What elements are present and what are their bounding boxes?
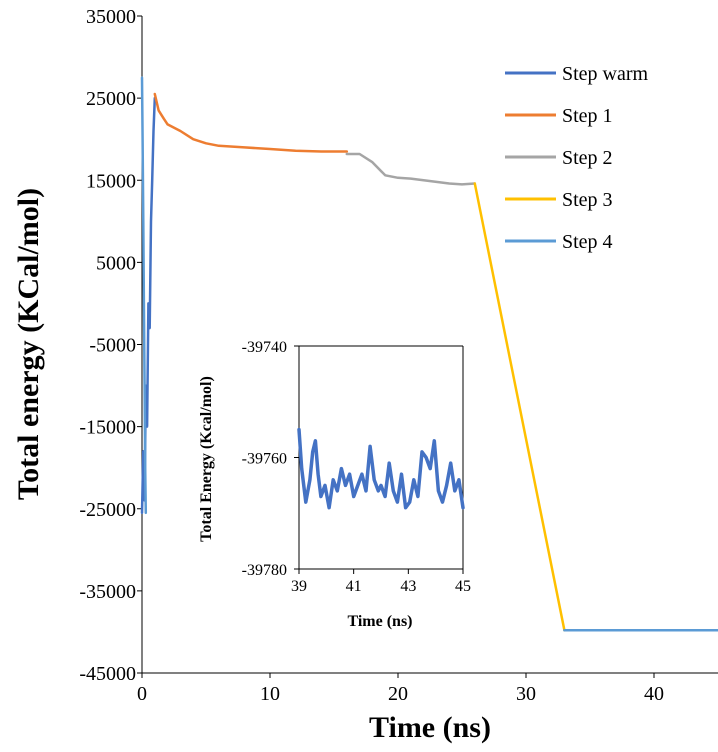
- series-line-step-warm: [140, 96, 157, 515]
- y-axis-title: Total energy (KCal/mol): [12, 188, 45, 500]
- legend-label: Step 3: [562, 189, 613, 211]
- x-tick-label: 0: [137, 683, 147, 705]
- y-tick-label: 5000: [96, 252, 136, 274]
- inset-x-tick-label: 43: [400, 578, 416, 595]
- inset-background: [299, 346, 463, 569]
- series-line-step-1: [153, 92, 349, 153]
- legend-label: Step warm: [562, 63, 649, 85]
- x-tick-label: 10: [260, 683, 280, 705]
- y-tick-label: -15000: [79, 417, 136, 439]
- inset-y-axis-title: Total Energy (Kcal/mol): [198, 376, 215, 542]
- inset-x-tick-label: 39: [291, 578, 307, 595]
- y-tick-label: 35000: [86, 6, 136, 28]
- y-tick-label: -45000: [79, 663, 136, 685]
- legend: Step warm Step 1 Step 2 Step 3 Step 4: [505, 63, 649, 253]
- inset-y-tick-label: -39760: [242, 451, 287, 468]
- series-line-step-2: [345, 152, 477, 186]
- series-line-step-3: [473, 182, 566, 632]
- series-line-series-5: [140, 76, 148, 515]
- legend-label: Step 1: [562, 105, 613, 127]
- y-tick-label: -5000: [89, 335, 136, 357]
- inset-plot: 39 41 43 45 -39740 -39760 -39780: [242, 339, 471, 595]
- x-tick-label: 30: [516, 683, 536, 705]
- inset-y-tick-label: -39780: [242, 562, 287, 579]
- inset-series-line-series-0: [297, 427, 465, 510]
- inset-y-tick-label: -39740: [242, 339, 287, 356]
- y-tick-label: 25000: [86, 88, 136, 110]
- y-tick-label: -25000: [79, 499, 136, 521]
- inset-x-axis-title: Time (ns): [347, 613, 412, 630]
- inset-x-tick-label: 45: [455, 578, 471, 595]
- inset-x-tick-label: 41: [346, 578, 362, 595]
- legend-label: Step 4: [562, 231, 613, 253]
- y-tick-label: 15000: [86, 170, 136, 192]
- x-tick-label: 40: [644, 683, 664, 705]
- y-tick-label: -35000: [79, 581, 136, 603]
- x-axis-title: Time (ns): [369, 711, 491, 744]
- x-tick-label: 20: [388, 683, 408, 705]
- legend-label: Step 2: [562, 147, 613, 169]
- main-plot: 0 10 20 30 40 35000 25000 15000 5000 -5000 -15000 -…: [79, 6, 718, 705]
